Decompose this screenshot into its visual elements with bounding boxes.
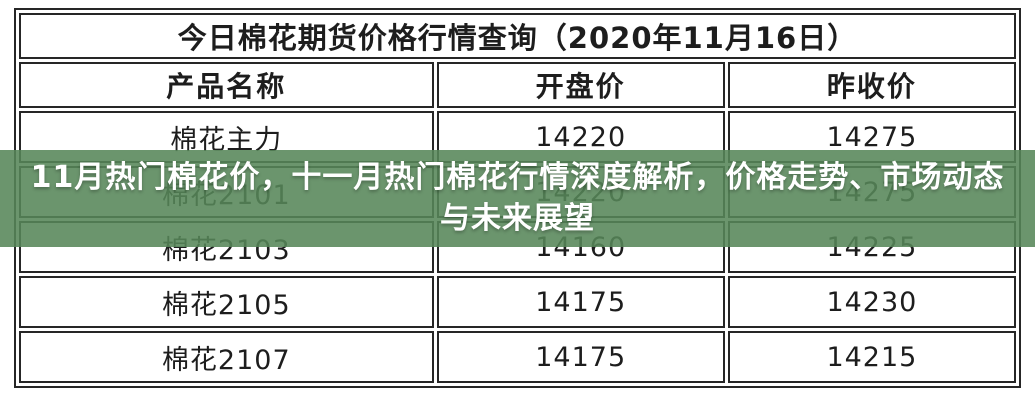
open-price-cell: 14175 bbox=[436, 331, 725, 383]
prev-close-cell: 14215 bbox=[727, 331, 1016, 383]
table-row: 棉花2107 14175 14215 bbox=[19, 331, 1016, 383]
col-header-prev-close: 昨收价 bbox=[727, 62, 1016, 108]
header-row: 产品名称 开盘价 昨收价 bbox=[19, 62, 1016, 108]
headline-line-1: 11月热门棉花价，十一月热门棉花行情深度解析，价格走势、市场动态 bbox=[30, 160, 1005, 195]
table-title: 今日棉花期货价格行情查询（2020年11月16日） bbox=[19, 13, 1016, 59]
table-row: 棉花主力 14220 14275 bbox=[19, 111, 1016, 163]
title-row: 今日棉花期货价格行情查询（2020年11月16日） bbox=[19, 13, 1016, 59]
product-name-cell: 棉花2107 bbox=[19, 331, 434, 383]
product-name-cell: 棉花2105 bbox=[19, 276, 434, 328]
prev-close-cell: 14230 bbox=[727, 276, 1016, 328]
headline-overlay-banner: 11月热门棉花价，十一月热门棉花行情深度解析，价格走势、市场动态 与未来展望 bbox=[0, 150, 1035, 247]
col-header-open-price: 开盘价 bbox=[436, 62, 725, 108]
table-row: 棉花2105 14175 14230 bbox=[19, 276, 1016, 328]
open-price-cell: 14175 bbox=[436, 276, 725, 328]
col-header-product-name: 产品名称 bbox=[19, 62, 434, 108]
headline-line-2: 与未来展望 bbox=[440, 201, 595, 236]
